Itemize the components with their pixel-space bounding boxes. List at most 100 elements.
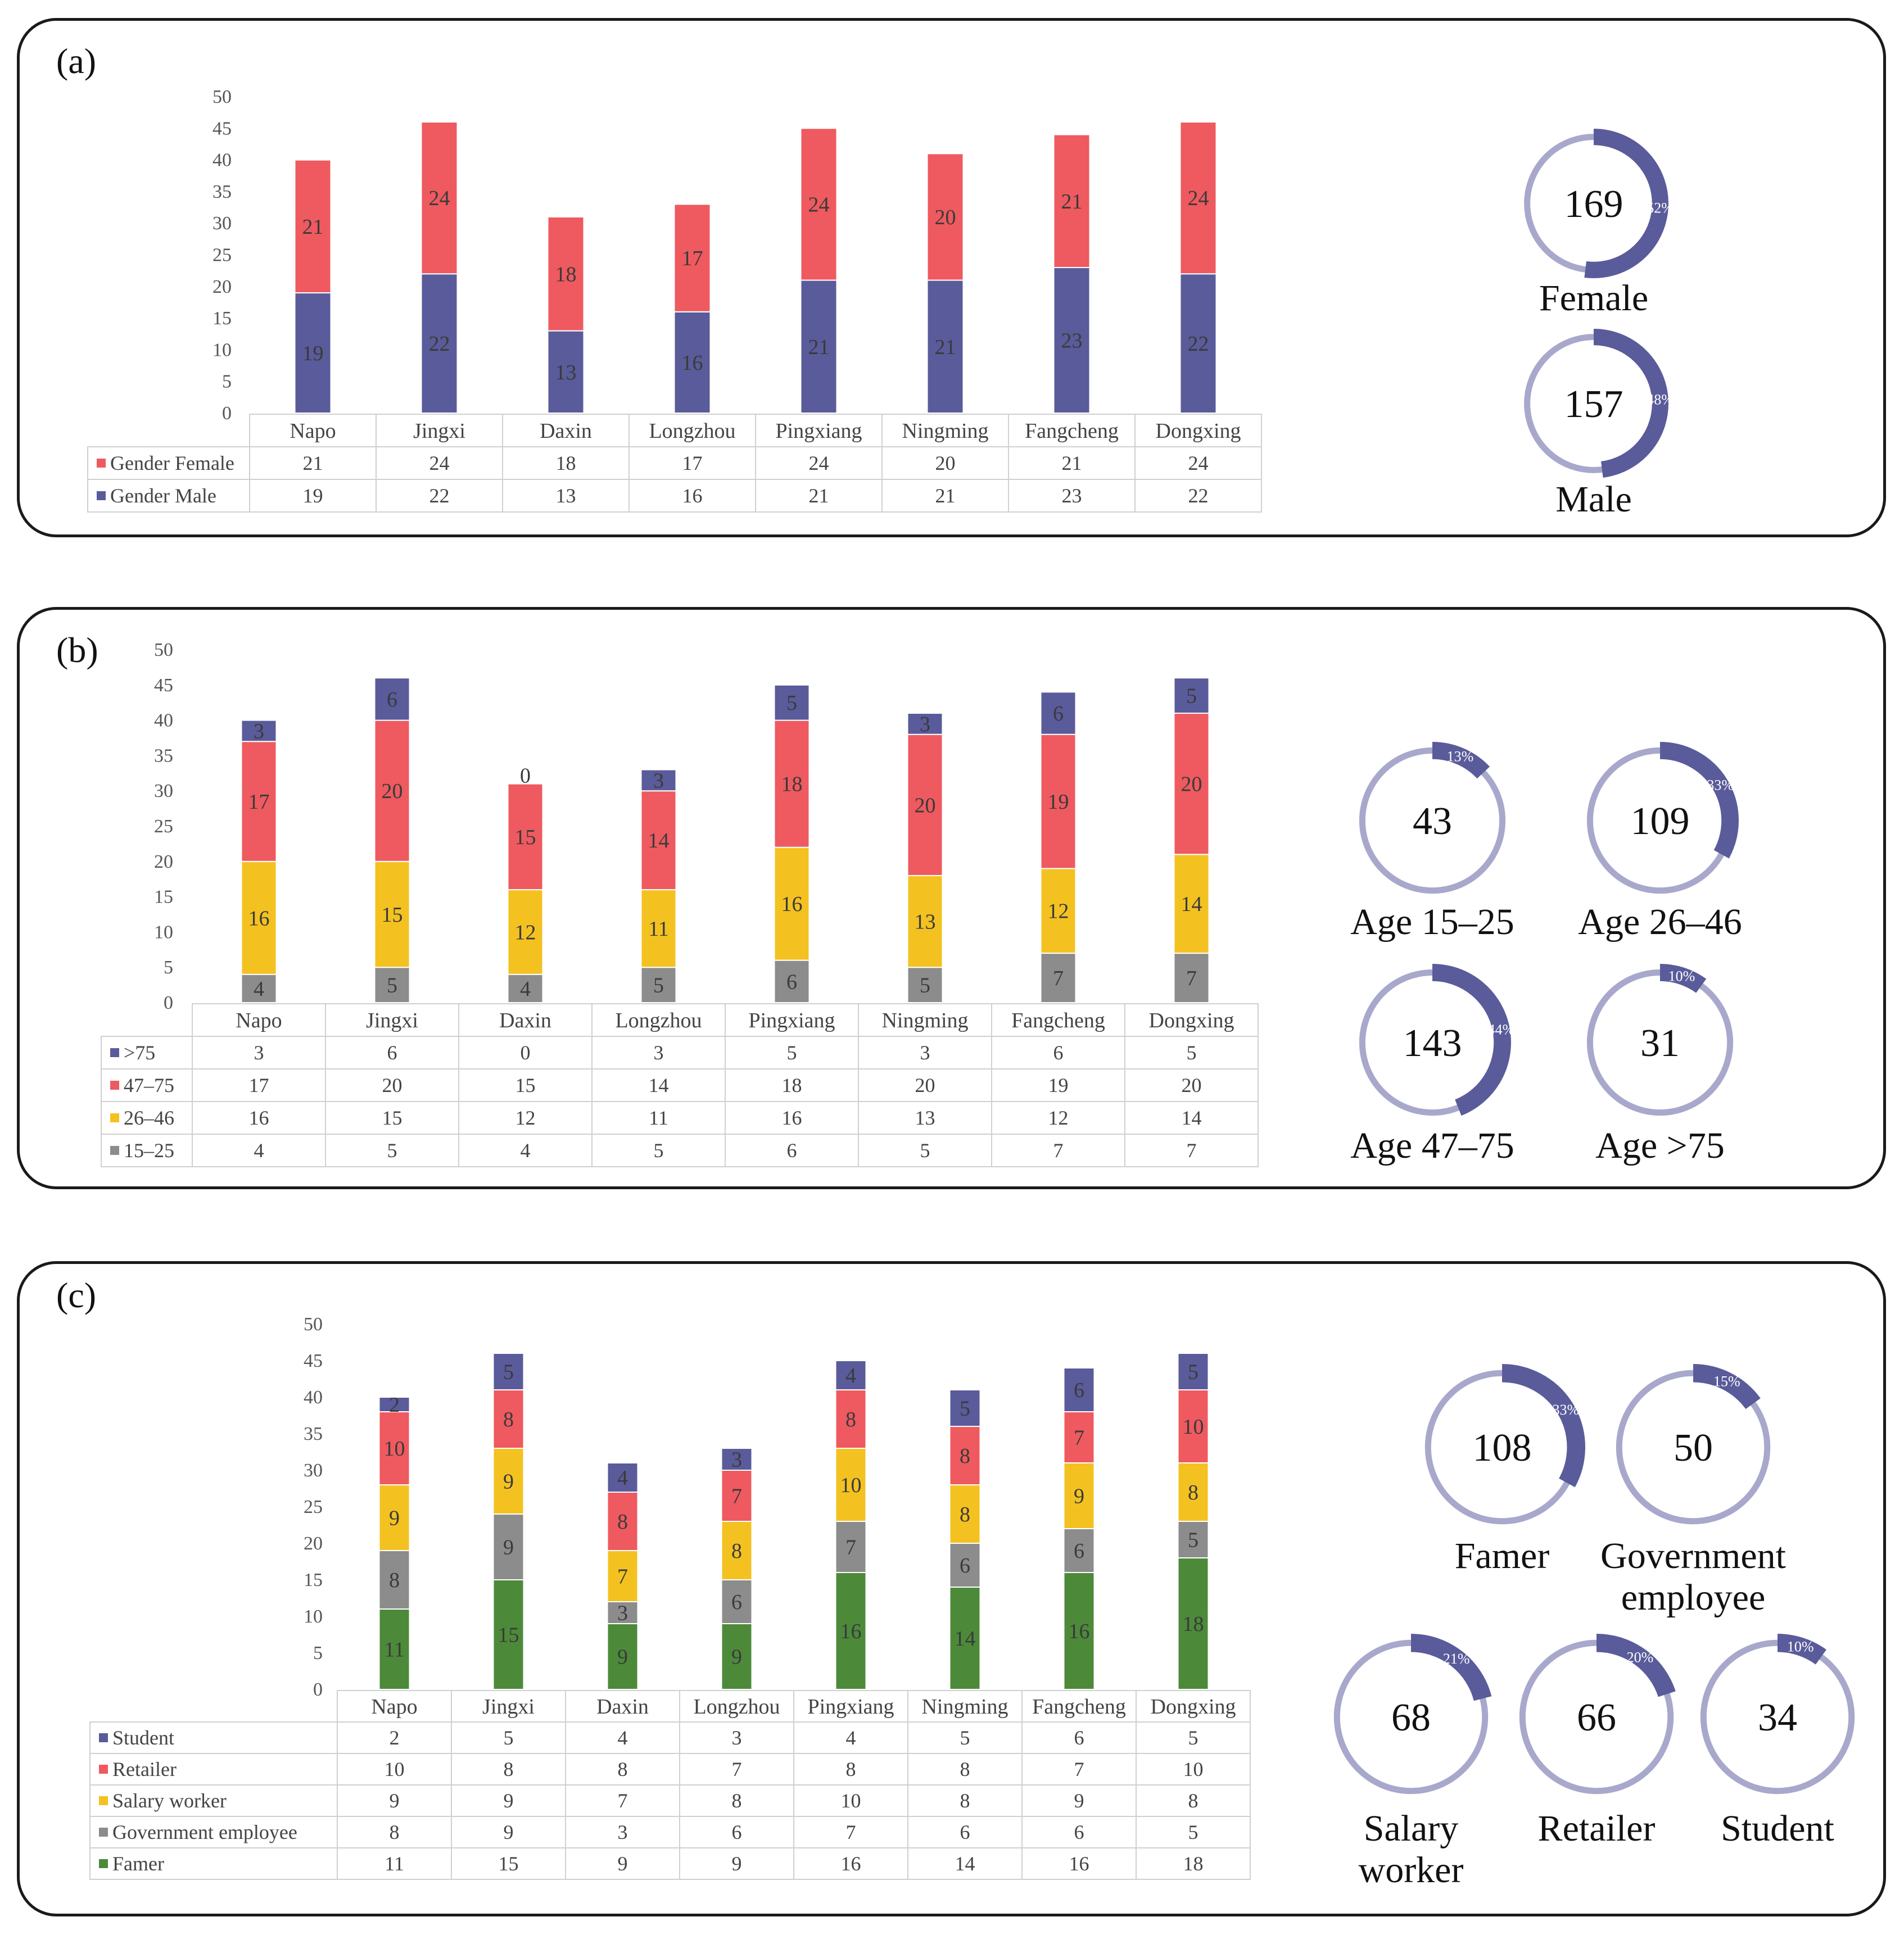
panel-b-ytick: 20 bbox=[154, 851, 173, 872]
panel-b-bar-4-0 bbox=[774, 959, 810, 1004]
panel-c-bar-5-0 bbox=[949, 1587, 981, 1690]
panel-c-table-cell: 9 bbox=[618, 1852, 628, 1875]
panel-b-bar-4-1 bbox=[774, 846, 810, 961]
panel-a-category-label: Ningming bbox=[902, 419, 988, 443]
panel-a-donut-0-label: Female bbox=[1539, 278, 1648, 319]
panel-c-bar-label: 9 bbox=[617, 1646, 628, 1669]
panel-a-category-label: Napo bbox=[290, 419, 336, 443]
panel-c-table-cell: 14 bbox=[955, 1852, 975, 1875]
panel-b-table-cell: 15 bbox=[382, 1107, 402, 1129]
panel-c-bar-label: 18 bbox=[1183, 1612, 1204, 1636]
panel-b-table-cell: 4 bbox=[521, 1139, 531, 1162]
panel-a-bar-2-0 bbox=[547, 330, 585, 414]
panel-a-label: (a) bbox=[56, 41, 97, 81]
panel-c-bar-label: 7 bbox=[845, 1536, 856, 1560]
panel-b-table-cell: 5 bbox=[920, 1139, 930, 1162]
panel-c-ytick: 5 bbox=[313, 1643, 323, 1664]
panel-b-ytick: 50 bbox=[154, 640, 173, 660]
panel-c-bar-label: 9 bbox=[389, 1507, 400, 1530]
panel-c-table-cell: 18 bbox=[1183, 1852, 1204, 1875]
panel-b-table-cell: 5 bbox=[387, 1139, 397, 1162]
panel-b-table-cell: 7 bbox=[1187, 1139, 1197, 1162]
panel-c-bar-7-0 bbox=[1177, 1557, 1209, 1690]
panel-c-bar-label: 5 bbox=[1188, 1361, 1199, 1384]
panel-c-table-cell: 15 bbox=[499, 1852, 519, 1875]
panel-c-donut-3-arc bbox=[1596, 1634, 1676, 1697]
panel-a-category-label: Dongxing bbox=[1156, 419, 1241, 443]
panel-c-bar-label: 5 bbox=[503, 1361, 514, 1384]
panel-c-donut-3-percent: 20% bbox=[1627, 1649, 1654, 1665]
panel-a-bar-label: 21 bbox=[302, 215, 324, 239]
panel-c-legend-swatch bbox=[99, 1859, 108, 1868]
panel-b-bar-label: 7 bbox=[1186, 967, 1197, 990]
panel-c-bar-6-4 bbox=[1063, 1367, 1095, 1412]
panel-c-bar-5-2 bbox=[949, 1484, 981, 1544]
panel-a-table-cell: 21 bbox=[935, 484, 956, 507]
panel-b-legend-label: 47–75 bbox=[124, 1074, 174, 1096]
panel-c-bar-label: 8 bbox=[845, 1408, 856, 1431]
panel-b-legend-swatch bbox=[110, 1081, 119, 1090]
panel-c-table-cell: 5 bbox=[1188, 1726, 1199, 1749]
panel-c-category-label: Ningming bbox=[921, 1695, 1008, 1719]
panel-c-legend-swatch bbox=[99, 1733, 108, 1742]
panel-b-bar-7-0 bbox=[1173, 953, 1210, 1003]
panel-c-table-cell: 2 bbox=[390, 1726, 400, 1749]
panel-a-ytick: 35 bbox=[212, 182, 232, 202]
panel-c-table-cell: 8 bbox=[732, 1789, 742, 1812]
panel-b-table-cell: 6 bbox=[787, 1139, 797, 1162]
panel-a-table-cell: 16 bbox=[682, 484, 703, 507]
panel-b-donut-0-label: Age 15–25 bbox=[1350, 901, 1514, 942]
panel-a-table-cell: 20 bbox=[935, 452, 956, 474]
panel-c-donut-4-value: 34 bbox=[1758, 1696, 1797, 1739]
panel-c-bar-label: 6 bbox=[1074, 1539, 1084, 1563]
panel-c-bar-label: 9 bbox=[503, 1536, 514, 1560]
panel-b-table-cell: 7 bbox=[1053, 1139, 1064, 1162]
panel-c-table-cell: 8 bbox=[504, 1758, 514, 1780]
panel-c-table-cell: 5 bbox=[1188, 1821, 1199, 1843]
panel-b-donut-0-arc bbox=[1432, 742, 1490, 779]
panel-c-bar-0-1 bbox=[378, 1550, 410, 1610]
panel-c-table-cell: 9 bbox=[504, 1789, 514, 1812]
panel-c-ytick: 15 bbox=[304, 1570, 323, 1590]
panel-c-table-cell: 3 bbox=[732, 1726, 742, 1749]
panel-a-donut-0-arc bbox=[1584, 129, 1668, 278]
panel-b-table-cell: 20 bbox=[382, 1074, 402, 1096]
panel-a-bar-2-1 bbox=[547, 216, 585, 332]
panel-c-bar-4-4 bbox=[835, 1360, 867, 1390]
panel-c-bar-label: 3 bbox=[731, 1448, 742, 1472]
panel-b-donut-2-label: Age 47–75 bbox=[1350, 1125, 1514, 1166]
panel-b-table-cell: 15 bbox=[515, 1074, 536, 1096]
panel-a-donut-0-value: 169 bbox=[1564, 183, 1623, 226]
panel-b-label: (b) bbox=[56, 630, 98, 670]
panel-b-bar-label: 12 bbox=[515, 921, 536, 944]
panel-a-table-cell: 24 bbox=[809, 452, 829, 474]
panel-a-ytick: 45 bbox=[212, 118, 232, 139]
panel-a-bar-label: 17 bbox=[682, 247, 703, 270]
panel-c-bar-label: 8 bbox=[731, 1539, 742, 1563]
panel-c-table-cell: 6 bbox=[1074, 1821, 1084, 1843]
panel-b-bar-label: 3 bbox=[920, 713, 930, 736]
panel-a-bar-0-1 bbox=[294, 159, 332, 294]
panel-c-label: (c) bbox=[56, 1275, 97, 1315]
panel-b-category-label: Jingxi bbox=[366, 1009, 418, 1032]
panel-b-donut-3-value: 31 bbox=[1640, 1022, 1680, 1065]
panel-b-table-cell: 3 bbox=[920, 1041, 930, 1064]
panel-a-table-cell: 13 bbox=[556, 484, 576, 507]
panel-a-table-cell: 21 bbox=[303, 452, 323, 474]
panel-a-legend-label: Gender Female bbox=[110, 452, 234, 474]
panel-b-donut-1-arc bbox=[1659, 742, 1739, 859]
panel-b-legend-swatch bbox=[110, 1146, 119, 1155]
panel-a-ytick: 40 bbox=[212, 150, 232, 171]
panel-b-table-cell: 5 bbox=[1187, 1041, 1197, 1064]
panel-b-legend-label: 15–25 bbox=[124, 1139, 174, 1162]
panel-a-table-cell: 24 bbox=[429, 452, 450, 474]
panel-b-bar-6-3 bbox=[1040, 691, 1077, 735]
panel-a-ytick: 15 bbox=[212, 308, 232, 329]
panel-b-table-cell: 16 bbox=[782, 1107, 802, 1129]
panel-c-bar-label: 16 bbox=[1069, 1620, 1090, 1643]
panel-c-table-cell: 16 bbox=[841, 1852, 861, 1875]
panel-b-bar-label: 4 bbox=[254, 977, 264, 1001]
panel-b-bar-label: 5 bbox=[920, 974, 930, 998]
panel-a-table-cell: 19 bbox=[303, 484, 323, 507]
panel-c-bar-2-1 bbox=[607, 1601, 639, 1624]
